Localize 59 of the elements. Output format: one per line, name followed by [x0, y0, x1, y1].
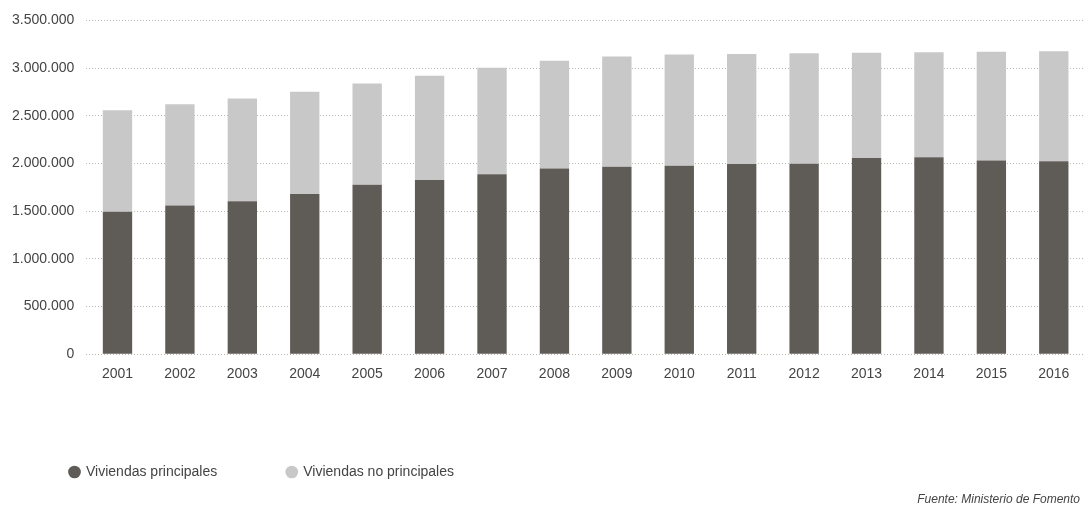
x-tick-label: 2015: [975, 365, 1008, 382]
bar: [539, 168, 570, 354]
bar: [414, 179, 445, 354]
bar: [727, 53, 757, 165]
x-tick-label: 2010: [663, 365, 696, 382]
bar: [290, 194, 320, 354]
bar: [664, 54, 694, 166]
source-note: Fuente: Ministerio de Fomento: [917, 492, 1081, 507]
y-tick-label: 1.000.000: [11, 249, 75, 266]
bar: [539, 60, 570, 169]
bar: [602, 56, 632, 167]
bar: [789, 53, 819, 164]
bar: [477, 67, 507, 175]
bar: [1039, 51, 1069, 162]
bar: [1039, 161, 1069, 354]
bar: [290, 91, 320, 195]
x-tick-label: 2004: [289, 365, 321, 382]
x-tick-label: 2002: [164, 365, 196, 382]
bar: [664, 165, 694, 354]
bar: [976, 160, 1007, 354]
x-tick-label: 2001: [101, 365, 134, 382]
legend-label: Viviendas principales: [86, 462, 218, 479]
legend-label: Viviendas no principales: [303, 462, 454, 479]
bar: [165, 104, 195, 206]
y-tick-label: 0: [66, 345, 75, 362]
x-tick-label: 2008: [538, 365, 571, 382]
bar: [165, 205, 195, 354]
bar: [851, 158, 882, 354]
bar: [102, 211, 133, 354]
y-tick-label: 3.500.000: [11, 11, 75, 28]
bar: [414, 75, 445, 180]
y-tick-label: 3.000.000: [11, 58, 75, 75]
x-tick-label: 2007: [476, 365, 508, 382]
bar: [477, 174, 507, 354]
y-tick-label: 2.500.000: [11, 106, 75, 123]
x-tick-label: 2005: [351, 365, 383, 382]
bar: [914, 52, 944, 158]
y-tick-label: 500.000: [23, 297, 75, 314]
bar: [227, 98, 257, 202]
x-tick-label: 2013: [850, 365, 883, 382]
bar: [914, 157, 944, 354]
x-tick-label: 2016: [1038, 365, 1070, 382]
bar: [102, 110, 133, 212]
bar: [727, 164, 757, 354]
x-tick-label: 2009: [601, 365, 633, 382]
bar: [789, 163, 819, 354]
y-tick-label: 2.000.000: [11, 154, 75, 171]
x-tick-label: 2014: [913, 365, 945, 382]
y-tick-label: 1.500.000: [11, 202, 75, 218]
bar: [851, 52, 882, 159]
x-tick-label: 2006: [414, 365, 446, 382]
bar: [976, 51, 1007, 161]
bar: [227, 201, 257, 354]
x-tick-label: 2011: [726, 365, 757, 382]
x-tick-label: 2012: [788, 365, 820, 382]
bar: [352, 184, 382, 354]
bar: [602, 166, 632, 354]
bar: [352, 83, 382, 185]
x-tick-label: 2003: [226, 365, 259, 382]
